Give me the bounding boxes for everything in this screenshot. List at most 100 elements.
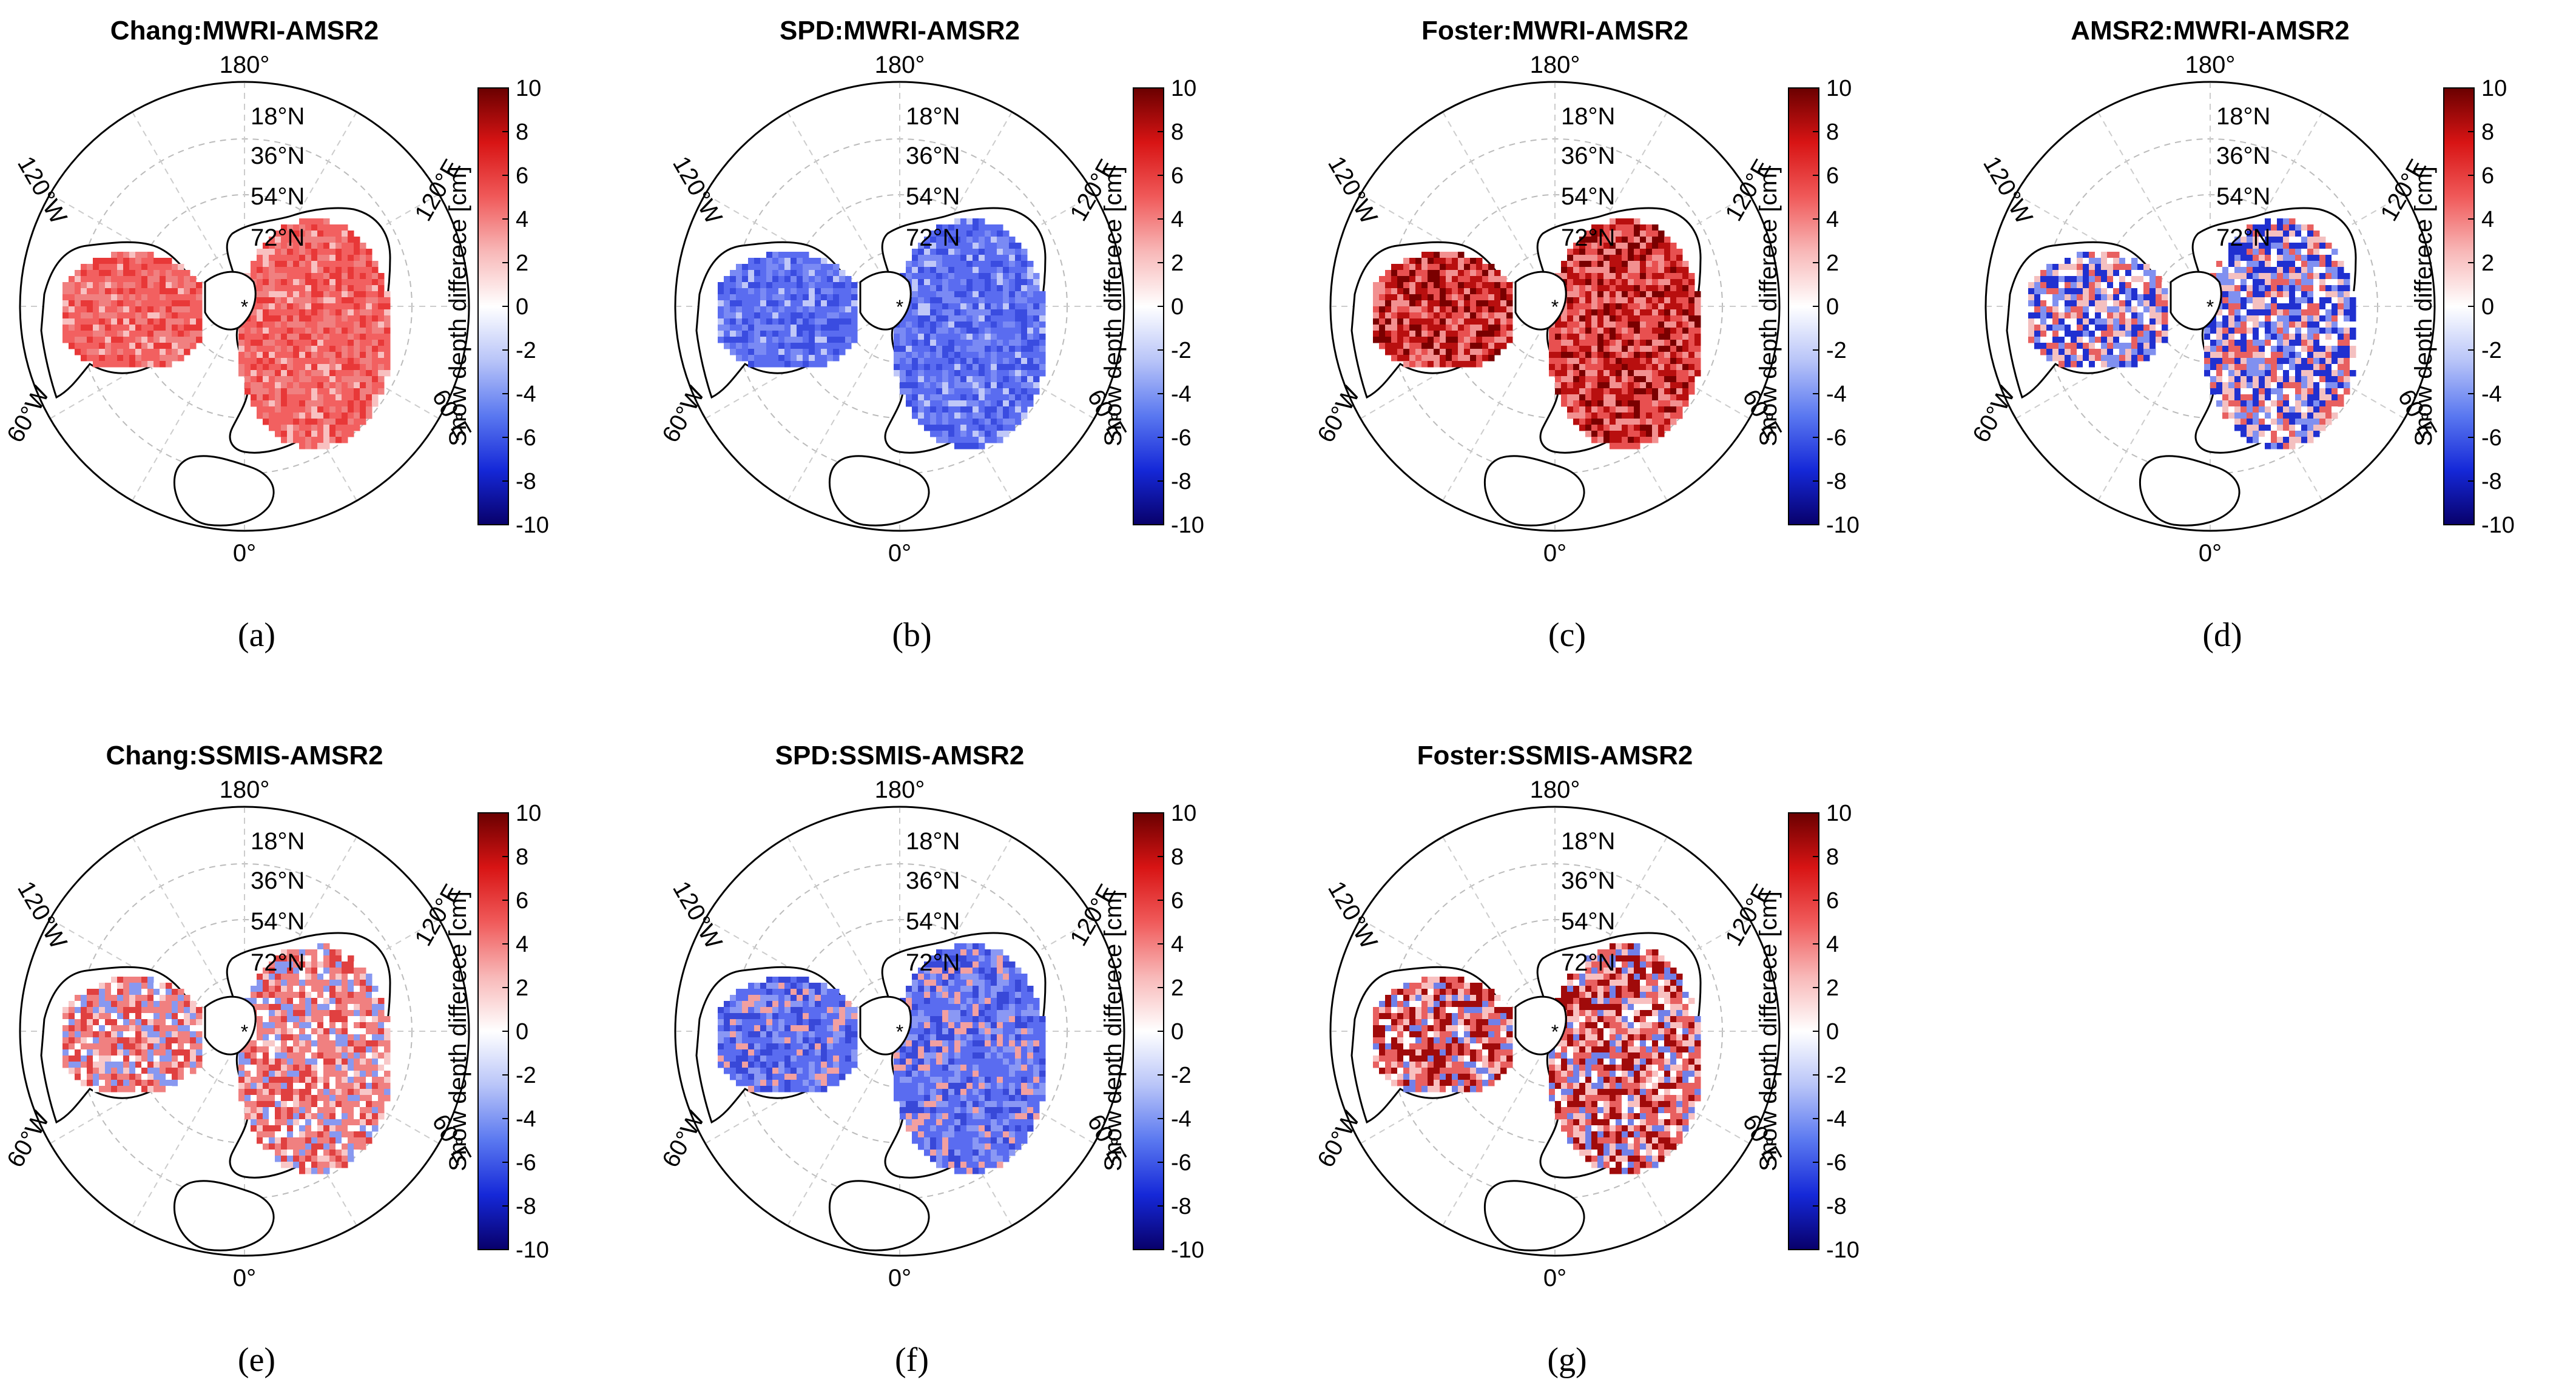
snow-cell: [1610, 267, 1616, 274]
snow-cell: [1616, 358, 1622, 365]
snow-cell: [372, 388, 379, 395]
snow-cell: [1464, 288, 1471, 295]
snow-cell: [1003, 370, 1010, 377]
snow-cell: [2234, 340, 2241, 346]
snow-cell: [2058, 355, 2065, 362]
snow-cell: [93, 995, 99, 1002]
snow-cell: [153, 337, 160, 343]
snow-cell: [845, 312, 852, 319]
snow-cell: [1003, 425, 1010, 431]
snow-cell: [2216, 267, 2223, 274]
snow-cell: [1670, 376, 1677, 383]
snow-cell: [1452, 318, 1458, 325]
snow-cell: [2289, 431, 2296, 437]
snow-cell: [2295, 303, 2302, 310]
snow-cell: [1421, 300, 1428, 307]
continent-outline: [173, 1180, 275, 1251]
snow-cell: [2113, 337, 2120, 343]
snow-cell: [1664, 243, 1671, 249]
snow-cell: [2149, 318, 2156, 325]
snow-cell: [942, 388, 949, 395]
snow-cell: [1622, 431, 1628, 437]
snow-cell: [985, 352, 991, 359]
snow-cell: [942, 231, 949, 237]
snow-cell: [942, 279, 949, 286]
snow-cell: [184, 276, 191, 283]
snow-cell: [263, 243, 269, 249]
snow-cell: [81, 270, 87, 277]
snow-cell: [263, 303, 269, 310]
snow-cell: [2301, 382, 2308, 389]
snow-cell: [2350, 303, 2356, 310]
snow-cell: [1434, 276, 1440, 283]
snow-cell: [317, 431, 324, 437]
snow-cell: [153, 282, 160, 289]
snow-cell: [269, 394, 275, 401]
snow-cell: [2319, 267, 2326, 274]
colorbar-tick-label: 6: [1826, 163, 1839, 189]
snow-cell: [1446, 252, 1452, 258]
snow-cell: [75, 337, 81, 343]
snow-cell: [966, 388, 973, 395]
snow-cell: [178, 1013, 184, 1020]
snow-cell: [1500, 288, 1507, 295]
snow-cell: [1506, 325, 1513, 331]
snow-cell: [190, 1019, 197, 1026]
snow-cell: [2210, 358, 2217, 365]
snow-cell: [900, 382, 906, 389]
snow-cell: [62, 282, 69, 289]
snow-cell: [2113, 258, 2120, 264]
snow-cell: [960, 382, 967, 389]
snow-cell: [123, 361, 130, 368]
snow-cell: [117, 349, 124, 355]
snow-cell: [997, 237, 1003, 243]
map-panel: Chang:SSMIS-AMSR2*18°N36°N54°N72°N180°12…: [2, 741, 549, 1379]
snow-cell: [2095, 312, 2102, 319]
snow-cell: [1476, 318, 1483, 325]
snow-cell: [2301, 231, 2308, 237]
snow-cell: [2107, 337, 2114, 343]
snow-cell: [1640, 309, 1647, 316]
snow-cell: [1694, 315, 1701, 322]
snow-cell: [2228, 340, 2235, 346]
snow-cell: [1561, 322, 1568, 328]
snow-cell: [2241, 315, 2247, 322]
snow-cell: [2131, 300, 2138, 307]
snow-cell: [2089, 270, 2096, 277]
snow-cell: [129, 343, 136, 349]
snow-cell: [1440, 288, 1446, 295]
snow-cell: [1682, 388, 1689, 395]
snow-cell: [87, 318, 93, 325]
snow-cell: [281, 388, 288, 395]
snow-cell: [1622, 267, 1628, 274]
snow-cell: [930, 231, 937, 237]
snow-cell: [317, 437, 324, 443]
snow-cell: [1033, 273, 1040, 280]
snow-cell: [2125, 294, 2132, 301]
snow-cell: [803, 288, 809, 295]
snow-cell: [263, 346, 269, 352]
snow-cell: [912, 315, 919, 322]
snow-cell: [275, 261, 282, 268]
snow-cell: [1640, 431, 1647, 437]
snow-cell: [2113, 306, 2120, 313]
snow-cell: [2295, 243, 2302, 249]
snow-cell: [1446, 312, 1452, 319]
snow-cell: [2265, 364, 2271, 371]
snow-cell: [1597, 249, 1604, 255]
panel-title: Foster:MWRI-AMSR2: [1421, 16, 1688, 45]
snow-cell: [2216, 388, 2223, 395]
snow-cell: [1622, 346, 1628, 352]
snow-cell: [2271, 400, 2278, 407]
snow-cell: [287, 224, 294, 231]
snow-cell: [2325, 358, 2332, 365]
snow-cell: [2052, 276, 2059, 283]
snow-cell: [912, 394, 919, 401]
snow-cell: [372, 352, 379, 359]
snow-cell: [311, 224, 318, 231]
snow-cell: [1652, 388, 1659, 395]
snow-cell: [1567, 388, 1574, 395]
snow-cell: [123, 989, 130, 995]
snow-cell: [1591, 406, 1598, 413]
snow-cell: [111, 1001, 118, 1008]
